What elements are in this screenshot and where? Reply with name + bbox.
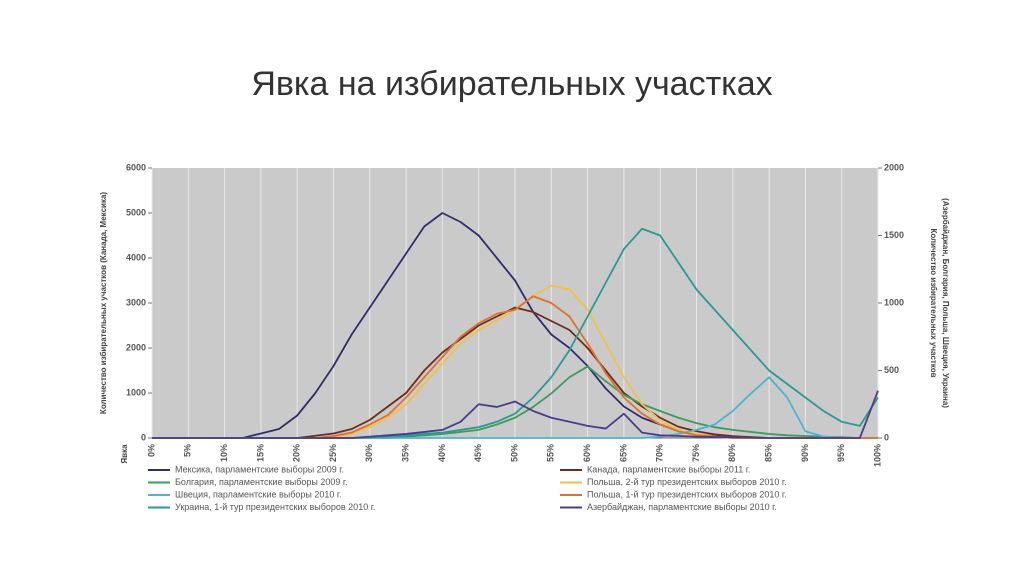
- x-tick-label: 15%: [255, 444, 265, 462]
- y2-tick-label: 2000: [884, 162, 904, 172]
- x-tick-label: 40%: [437, 444, 447, 462]
- slide-title: Явка на избирательных участках: [251, 65, 772, 103]
- legend-label: Канада, парламентские выборы 2011 г.: [587, 464, 750, 474]
- x-axis-label: Явка: [120, 444, 129, 464]
- y-tick-label: 0: [141, 432, 146, 442]
- x-tick-label: 70%: [655, 444, 665, 462]
- x-tick-label: 90%: [800, 444, 810, 462]
- y-tick-label: 1000: [126, 387, 146, 397]
- x-tick-label: 5%: [183, 444, 193, 457]
- y-tick-label: 5000: [126, 207, 146, 217]
- y-tick-label: 2000: [126, 342, 146, 352]
- x-tick-label: 95%: [836, 444, 846, 462]
- y-tick-label: 4000: [126, 252, 146, 262]
- x-tick-label: 60%: [582, 444, 592, 462]
- x-tick-label: 50%: [509, 444, 519, 462]
- legend-label: Азербайджан, парламентские выборы 2010 г…: [587, 502, 777, 512]
- y-axis-label: Количество избирательных участков (Канад…: [99, 192, 108, 414]
- x-tick-label: 20%: [292, 444, 302, 462]
- series-line: [152, 390, 879, 439]
- x-tick-label: 100%: [872, 444, 882, 467]
- legend-label: Украина, 1-й тур президентских выборов 2…: [175, 502, 375, 512]
- legend-label: Польша, 2-й тур президентских выборов 20…: [587, 477, 787, 487]
- legend-label: Мексика, парламентские выборы 2009 г.: [175, 464, 344, 474]
- x-tick-label: 75%: [691, 444, 701, 462]
- legend-label: Болгария, парламентские выборы 2009 г.: [175, 477, 348, 487]
- x-tick-label: 80%: [727, 444, 737, 462]
- x-tick-label: 35%: [400, 444, 410, 462]
- x-tick-label: 55%: [546, 444, 556, 462]
- y2-tick-label: 1000: [884, 297, 904, 307]
- x-tick-label: 45%: [473, 444, 483, 462]
- legend-label: Швеция, парламентские выборы 2010 г.: [175, 489, 342, 499]
- y2-axis-label: Количество избирательных участков: [929, 228, 938, 377]
- legend-label: Польша, 1-й тур президентских выборов 20…: [587, 489, 787, 499]
- y2-tick-label: 500: [884, 365, 899, 375]
- x-tick-label: 10%: [219, 444, 229, 462]
- x-tick-label: 85%: [763, 444, 773, 462]
- x-tick-label: 0%: [146, 444, 156, 457]
- y-tick-label: 3000: [126, 297, 146, 307]
- x-tick-label: 30%: [364, 444, 374, 462]
- y2-axis-label: (Азербайджан, Болгария, Польша, Швеция, …: [941, 198, 950, 408]
- y2-tick-label: 1500: [884, 230, 904, 240]
- y2-tick-label: 0: [884, 432, 889, 442]
- y-tick-label: 6000: [126, 162, 146, 172]
- x-tick-label: 65%: [618, 444, 628, 462]
- x-tick-label: 25%: [328, 444, 338, 462]
